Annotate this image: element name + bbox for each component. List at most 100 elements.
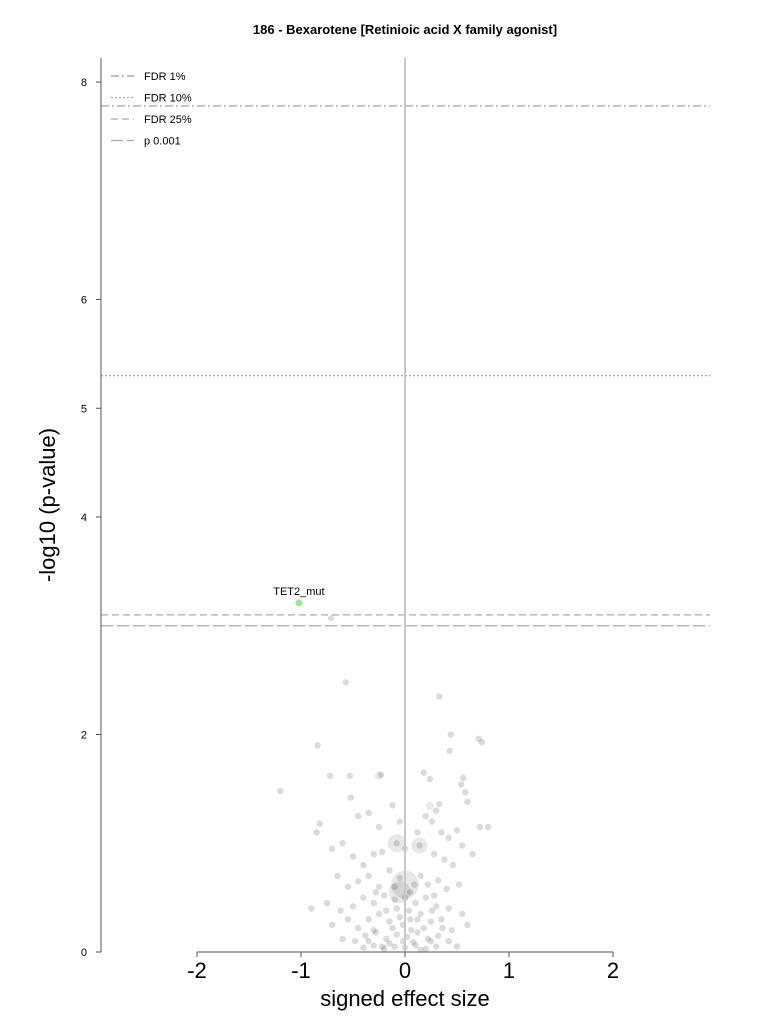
data-point [344,916,351,923]
data-point [433,943,440,950]
y-tick-label: 4 [81,512,87,524]
x-tick-label: 0 [399,958,411,983]
data-point-large [411,837,428,854]
x-tick-label: 1 [503,958,515,983]
data-point [372,929,380,936]
data-point [438,916,445,923]
data-point [424,881,432,888]
data-point [424,935,432,943]
data-point [436,693,443,700]
data-point [365,809,372,816]
data-point [389,924,396,932]
data-point [417,910,424,918]
data-point [469,850,476,858]
y-tick-label: 5 [81,403,87,415]
data-point [351,937,359,945]
data-point [464,798,471,806]
scatter-points [277,614,492,954]
data-point [445,834,452,842]
data-point [414,829,421,836]
data-point [360,894,367,901]
data-point [420,769,427,776]
y-tick-label: 8 [81,77,87,89]
data-point [430,850,438,858]
data-point [459,842,466,849]
data-point-large [425,802,434,811]
data-point [370,942,377,949]
data-point [316,820,323,827]
data-point [381,945,388,952]
data-point [427,918,435,925]
data-point [427,937,435,945]
data-point [396,818,403,825]
data-point [476,823,484,831]
y-axis-ticks: 0 2 4 5 6 8 [81,77,101,959]
data-point [457,781,465,788]
data-point [323,899,331,907]
data-point [411,881,418,888]
data-point [381,892,388,899]
data-point [407,888,414,896]
data-point [370,927,377,934]
data-point [448,927,455,934]
data-point [370,850,377,858]
data-point [386,918,393,925]
data-point [428,907,436,914]
data-point [464,921,471,929]
data-point [383,935,390,943]
data-point [391,896,398,903]
data-point [485,823,492,831]
data-point [391,883,398,890]
highlight-marker [295,599,303,607]
data-point [405,907,413,914]
data-point [455,881,463,888]
data-point [445,905,452,912]
data-point [417,946,424,954]
legend-label: p 0.001 [144,136,181,148]
data-point [435,877,442,884]
data-point [430,892,438,899]
x-axis-title: signed effect size [320,986,490,1011]
legend-label: FDR 10% [144,93,192,105]
data-point [337,907,344,914]
data-point [383,907,390,914]
data-point [372,888,380,896]
data-point [412,899,419,907]
data-point [447,731,454,738]
data-point [393,840,400,847]
data-point [441,856,448,863]
data-point [308,905,315,912]
data-point [417,872,424,880]
data-point [339,840,346,847]
data-point [438,829,445,836]
data-point [277,787,284,795]
data-point [408,927,415,934]
data-point [436,800,443,808]
y-axis-title: -log10 (p-value) [35,428,60,582]
x-axis-ticks: -2 -1 0 1 2 [187,952,619,983]
x-tick-label: 2 [607,958,619,983]
data-point [433,807,440,814]
data-point [433,903,440,910]
data-point [396,874,403,882]
data-point [347,794,355,801]
data-point [462,788,469,796]
data-point [422,812,429,820]
data-point [375,883,383,890]
data-point [449,861,457,869]
data-point [478,738,486,746]
data-point [375,823,383,831]
data-point [396,914,403,921]
data-point [389,801,396,809]
data-point [365,937,372,945]
data-point [378,943,386,950]
data-point [342,679,349,686]
data-point [370,899,377,907]
data-point [360,861,367,869]
data-point [313,829,320,836]
data-point [329,845,336,852]
data-point [426,775,434,783]
data-point [362,932,369,939]
data-point [416,842,423,849]
data-point [446,747,453,755]
